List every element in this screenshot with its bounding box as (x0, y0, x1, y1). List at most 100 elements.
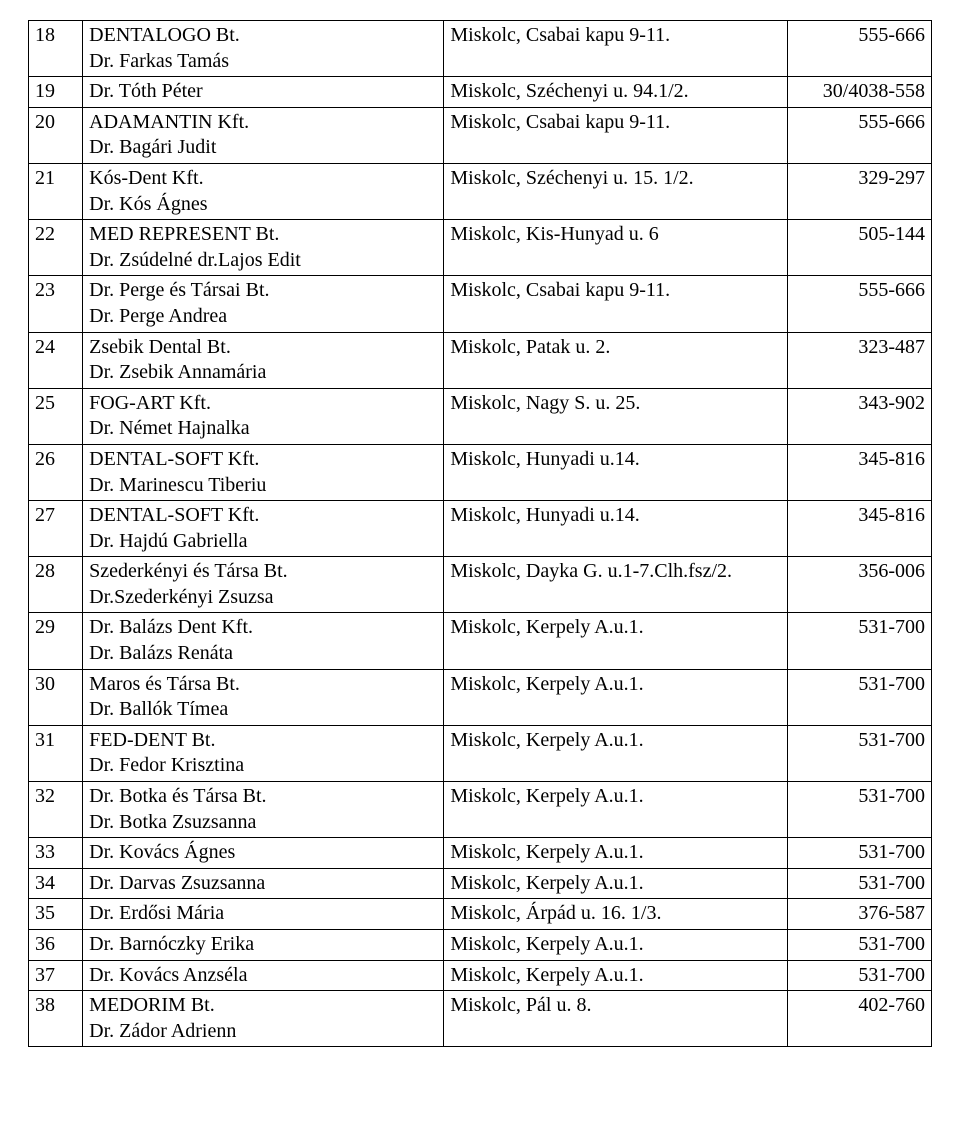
row-phone: 323-487 (787, 332, 931, 388)
address-line: Miskolc, Patak u. 2. (450, 335, 780, 361)
row-phone: 505-144 (787, 220, 931, 276)
table-row: 33Dr. Kovács ÁgnesMiskolc, Kerpely A.u.1… (29, 838, 932, 869)
row-name: DENTAL-SOFT Kft.Dr. Marinescu Tiberiu (83, 444, 444, 500)
name-line: Dr. Darvas Zsuzsanna (89, 871, 437, 897)
row-name: Zsebik Dental Bt.Dr. Zsebik Annamária (83, 332, 444, 388)
row-address: Miskolc, Kerpely A.u.1. (444, 930, 787, 961)
row-phone: 531-700 (787, 960, 931, 991)
table-row: 28Szederkényi és Társa Bt.Dr.Szederkényi… (29, 557, 932, 613)
row-address: Miskolc, Dayka G. u.1-7.Clh.fsz/2. (444, 557, 787, 613)
name-line: Zsebik Dental Bt. (89, 335, 437, 361)
row-address: Miskolc, Patak u. 2. (444, 332, 787, 388)
row-phone: 345-816 (787, 501, 931, 557)
name-line: Dr. Zádor Adrienn (89, 1019, 437, 1045)
row-phone: 376-587 (787, 899, 931, 930)
row-number: 29 (29, 613, 83, 669)
row-name: ADAMANTIN Kft.Dr. Bagári Judit (83, 107, 444, 163)
address-line: Miskolc, Csabai kapu 9-11. (450, 278, 780, 304)
row-phone: 531-700 (787, 782, 931, 838)
address-line: Miskolc, Kerpely A.u.1. (450, 840, 780, 866)
row-phone: 555-666 (787, 107, 931, 163)
name-line: Dr. Botka és Társa Bt. (89, 784, 437, 810)
address-line: Miskolc, Dayka G. u.1-7.Clh.fsz/2. (450, 559, 780, 585)
row-number: 27 (29, 501, 83, 557)
row-number: 21 (29, 163, 83, 219)
address-line: Miskolc, Csabai kapu 9-11. (450, 23, 780, 49)
address-line: Miskolc, Kerpely A.u.1. (450, 932, 780, 958)
row-address: Miskolc, Hunyadi u.14. (444, 501, 787, 557)
row-address: Miskolc, Kis-Hunyad u. 6 (444, 220, 787, 276)
row-address: Miskolc, Nagy S. u. 25. (444, 388, 787, 444)
row-address: Miskolc, Kerpely A.u.1. (444, 669, 787, 725)
row-name: FOG-ART Kft.Dr. Német Hajnalka (83, 388, 444, 444)
row-phone: 343-902 (787, 388, 931, 444)
address-line: Miskolc, Árpád u. 16. 1/3. (450, 901, 780, 927)
name-line: DENTALOGO Bt. (89, 23, 437, 49)
row-name: FED-DENT Bt.Dr. Fedor Krisztina (83, 725, 444, 781)
row-phone: 531-700 (787, 669, 931, 725)
table-row: 36Dr. Barnóczky ErikaMiskolc, Kerpely A.… (29, 930, 932, 961)
row-address: Miskolc, Kerpely A.u.1. (444, 960, 787, 991)
row-number: 25 (29, 388, 83, 444)
directory-table-body: 18DENTALOGO Bt.Dr. Farkas TamásMiskolc, … (29, 21, 932, 1047)
table-row: 19Dr. Tóth PéterMiskolc, Széchenyi u. 94… (29, 77, 932, 108)
row-address: Miskolc, Csabai kapu 9-11. (444, 107, 787, 163)
name-line: DENTAL-SOFT Kft. (89, 503, 437, 529)
row-name: DENTALOGO Bt.Dr. Farkas Tamás (83, 21, 444, 77)
address-line: Miskolc, Széchenyi u. 15. 1/2. (450, 166, 780, 192)
name-line: Dr. Perge és Társai Bt. (89, 278, 437, 304)
address-line: Miskolc, Kerpely A.u.1. (450, 871, 780, 897)
address-line: Miskolc, Hunyadi u.14. (450, 447, 780, 473)
row-number: 23 (29, 276, 83, 332)
address-line: Miskolc, Kerpely A.u.1. (450, 728, 780, 754)
row-phone: 531-700 (787, 838, 931, 869)
address-line: Miskolc, Csabai kapu 9-11. (450, 110, 780, 136)
name-line: Dr. Kovács Anzséla (89, 963, 437, 989)
row-number: 34 (29, 868, 83, 899)
table-row: 25FOG-ART Kft.Dr. Német HajnalkaMiskolc,… (29, 388, 932, 444)
table-row: 34Dr. Darvas Zsuzsanna Miskolc, Kerpely A… (29, 868, 932, 899)
row-number: 38 (29, 991, 83, 1047)
name-line: Dr. Balázs Renáta (89, 641, 437, 667)
name-line: Dr. Zsúdelné dr.Lajos Edit (89, 248, 437, 274)
name-line: Dr. Kós Ágnes (89, 192, 437, 218)
row-phone: 329-297 (787, 163, 931, 219)
row-name: DENTAL-SOFT Kft.Dr. Hajdú Gabriella (83, 501, 444, 557)
row-phone: 402-760 (787, 991, 931, 1047)
name-line: Dr. Kovács Ágnes (89, 840, 437, 866)
row-phone: 555-666 (787, 21, 931, 77)
name-line: ADAMANTIN Kft. (89, 110, 437, 136)
row-address: Miskolc, Kerpely A.u.1. (444, 782, 787, 838)
row-name: MED REPRESENT Bt.Dr. Zsúdelné dr.Lajos E… (83, 220, 444, 276)
row-number: 18 (29, 21, 83, 77)
row-phone: 531-700 (787, 868, 931, 899)
row-name: Maros és Társa Bt.Dr. Ballók Tímea (83, 669, 444, 725)
row-number: 31 (29, 725, 83, 781)
name-line: Dr. Ballók Tímea (89, 697, 437, 723)
row-name: Dr. Perge és Társai Bt.Dr. Perge Andrea (83, 276, 444, 332)
row-phone: 30/4038-558 (787, 77, 931, 108)
name-line: Dr. Bagári Judit (89, 135, 437, 161)
row-number: 22 (29, 220, 83, 276)
table-row: 27DENTAL-SOFT Kft.Dr. Hajdú GabriellaMis… (29, 501, 932, 557)
name-line: Dr. Marinescu Tiberiu (89, 473, 437, 499)
name-line: Dr. Botka Zsuzsanna (89, 810, 437, 836)
address-line: Miskolc, Kis-Hunyad u. 6 (450, 222, 780, 248)
row-address: Miskolc, Széchenyi u. 94.1/2. (444, 77, 787, 108)
table-row: 26DENTAL-SOFT Kft.Dr. Marinescu TiberiuM… (29, 444, 932, 500)
row-name: Kós-Dent Kft.Dr. Kós Ágnes (83, 163, 444, 219)
row-address: Miskolc, Kerpely A.u.1. (444, 868, 787, 899)
row-number: 19 (29, 77, 83, 108)
name-line: MEDORIM Bt. (89, 993, 437, 1019)
row-address: Miskolc, Csabai kapu 9-11. (444, 21, 787, 77)
table-row: 32Dr. Botka és Társa Bt.Dr. Botka Zsuzsa… (29, 782, 932, 838)
row-name: Dr. Balázs Dent Kft.Dr. Balázs Renáta (83, 613, 444, 669)
name-line: FED-DENT Bt. (89, 728, 437, 754)
table-row: 37Dr. Kovács AnzsélaMiskolc, Kerpely A.u… (29, 960, 932, 991)
name-line: Dr. Hajdú Gabriella (89, 529, 437, 555)
row-name: Dr. Botka és Társa Bt.Dr. Botka Zsuzsann… (83, 782, 444, 838)
address-line: Miskolc, Kerpely A.u.1. (450, 963, 780, 989)
table-row: 38MEDORIM Bt.Dr. Zádor AdriennMiskolc, P… (29, 991, 932, 1047)
row-address: Miskolc, Széchenyi u. 15. 1/2. (444, 163, 787, 219)
row-number: 36 (29, 930, 83, 961)
